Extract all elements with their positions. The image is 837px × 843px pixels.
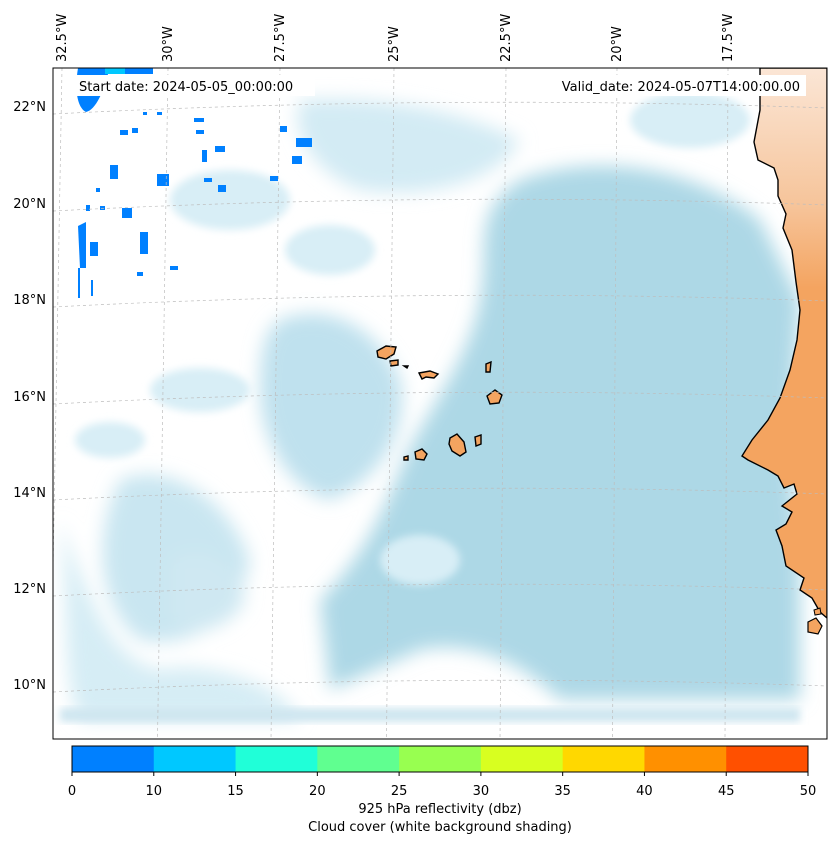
latitude-label: 16°N [13, 390, 46, 405]
island-boa-vista [486, 389, 503, 405]
map-frame [52, 67, 828, 740]
cloud-wisps [75, 92, 750, 585]
parallel-line [53, 679, 827, 693]
latitude-label: 12°N [13, 582, 46, 597]
island-santiago [448, 433, 467, 457]
colorbar-segment [399, 746, 482, 772]
latitude-label: 18°N [13, 293, 46, 308]
valid-date-box [538, 75, 806, 96]
colorbar-tick-label: 15 [227, 784, 244, 799]
africa-coastline [741, 68, 827, 619]
island-maio [474, 434, 482, 447]
colorbar-segment [235, 746, 318, 772]
latitude-labels: 22°N 20°N 18°N 16°N 14°N 12°N 10°N [13, 100, 46, 693]
latitude-label: 22°N [13, 100, 46, 115]
island-brava [403, 455, 409, 461]
colorbar-frame [71, 745, 809, 773]
parallel-line [53, 294, 827, 308]
map-panel: Start date: 2024-05-05_00:00:00 Valid_da… [53, 68, 827, 739]
colorbar-tick-label: 10 [146, 784, 163, 799]
cloud-band-south [60, 708, 800, 722]
colorbar-label-line1: 925 hPa reflectivity (dbz) [358, 802, 521, 817]
colorbar-tick-label: 20 [309, 784, 326, 799]
colorbar-tick-label: 50 [800, 784, 817, 799]
island-sao-vicente [389, 359, 399, 367]
parallel-line [53, 487, 827, 501]
island-fogo [414, 448, 428, 461]
bijagos-islands [813, 607, 822, 616]
colorbar-tick-label: 25 [391, 784, 408, 799]
longitude-label: 25°W [387, 26, 402, 62]
island-sao-nicolau [417, 370, 440, 380]
colorbar-tick-label: 45 [718, 784, 735, 799]
latitude-label: 10°N [13, 678, 46, 693]
longitude-label: 30°W [161, 26, 176, 62]
meridian-line [724, 68, 729, 739]
longitude-label: 20°W [610, 26, 625, 62]
colorbar-tick-label: 40 [636, 784, 653, 799]
parallel-line [53, 583, 827, 597]
longitude-labels: 32.5°W 30°W 27.5°W 25°W 22.5°W 20°W 17.5°W [55, 14, 736, 62]
island-santa-luzia [401, 365, 410, 370]
colorbar-segment [317, 746, 400, 772]
meridian-line [386, 68, 395, 739]
island-sal [485, 360, 492, 373]
guinea-bissau-coast [807, 617, 823, 635]
colorbar-segment [153, 746, 237, 772]
longitude-label: 27.5°W [273, 14, 288, 62]
colorbar-label-line2: Cloud cover (white background shading) [308, 820, 572, 835]
colorbar-segment [726, 746, 809, 772]
start-date-box [75, 75, 315, 96]
latitude-label: 14°N [13, 486, 46, 501]
meridian-line [157, 68, 169, 739]
meridian-line [499, 68, 507, 739]
meridian-line [612, 68, 618, 739]
longitude-label: 22.5°W [499, 14, 514, 62]
colorbar-segment [72, 746, 155, 772]
colorbar-tick-label: 35 [554, 784, 571, 799]
island-santo-antao [376, 345, 397, 360]
longitude-label: 32.5°W [55, 14, 70, 62]
parallel-line [53, 198, 827, 212]
colorbar-tick-label: 30 [473, 784, 490, 799]
parallel-line [53, 101, 827, 115]
colorbar-segment [644, 746, 727, 772]
colorbar-segment [480, 746, 564, 772]
gridlines [53, 68, 827, 739]
latitude-label: 20°N [13, 197, 46, 212]
colorbar: 0 10 15 20 25 30 35 40 45 50 [68, 745, 817, 799]
valid-date-text: Valid_date: 2024-05-07T14:00:00.00 [562, 80, 800, 95]
parallel-line [53, 391, 827, 405]
longitude-label: 17.5°W [721, 14, 736, 62]
colorbar-segment [562, 746, 645, 772]
colorbar-tick-label: 0 [68, 784, 76, 799]
start-date-text: Start date: 2024-05-05_00:00:00 [79, 80, 293, 95]
meridian-line [270, 68, 281, 739]
